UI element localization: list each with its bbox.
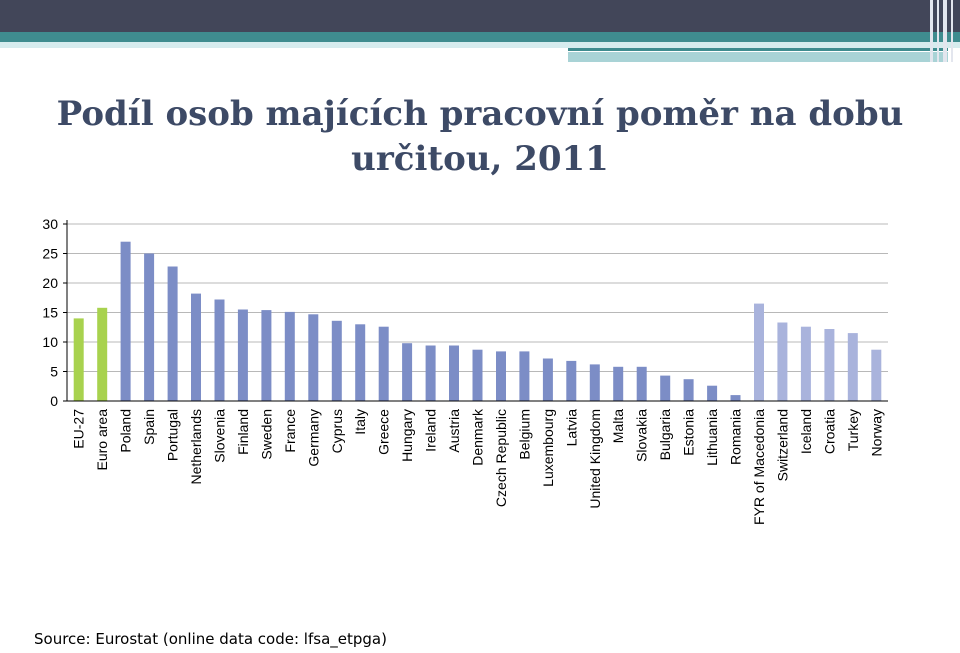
grid-lines [67,223,888,372]
bar-belgium [519,351,530,401]
x-tick-label: Switzerland [774,409,790,481]
header-accent-band [0,32,960,42]
bar-fyr-of-macedonia [754,303,764,401]
x-tick-label: Sweden [258,409,274,460]
x-tick-label: Romania [728,409,744,465]
x-tick-label: Netherlands [188,409,204,485]
bar-lithuania [707,385,718,401]
x-tick-label: Ireland [423,409,439,452]
header-underline [568,52,948,62]
bar-eu-27 [73,318,84,401]
bar-germany [308,314,319,401]
bars [73,241,882,401]
y-tick-label: 20 [42,275,58,291]
bar-croatia [824,329,835,401]
x-tick-label: Cyprus [329,409,345,453]
bar-latvia [566,360,577,401]
header-stripe [943,0,947,62]
bar-spain [144,253,155,401]
x-tick-label: Slovenia [211,409,227,463]
bar-greece [378,326,389,401]
x-axis-labels: EU-27 Euro area Poland Spain Portugal Netherl… [71,408,885,525]
header-underline-thin [568,48,948,51]
x-tick-label: Hungary [399,409,415,462]
x-tick-label: Belgium [516,409,532,460]
x-tick-label: Euro area [94,409,110,471]
y-axis-ticks: 0 5 10 15 20 25 30 [42,216,67,409]
bar-ireland [425,345,436,401]
bar-france [284,311,295,401]
y-tick-label: 30 [42,216,58,232]
header-stripe [937,0,939,62]
bar-poland [120,241,131,401]
bar-bulgaria [660,375,671,401]
bar-czech-republic [496,351,506,401]
x-tick-label: Denmark [470,408,486,466]
x-tick-label: FYR of Macedonia [751,409,767,525]
bar-romania [730,395,741,401]
slide-title-line-1: Podíl osob majících pracovní poměr na do… [56,94,904,134]
x-tick-label: Germany [305,409,321,467]
slide-title: Podíl osob majících pracovní poměr na do… [40,92,920,182]
y-tick-label: 5 [50,364,58,380]
bar-malta [613,366,624,401]
x-tick-label: Greece [376,409,392,455]
bar-switzerland [777,322,788,401]
bar-cyprus [331,320,342,401]
x-tick-label: Italy [352,409,368,435]
bar-austria [449,345,459,401]
x-tick-label: Croatia [821,409,837,454]
x-tick-label: Malta [610,409,626,443]
x-tick-label: Latvia [563,409,579,447]
bar-hungary [402,343,413,401]
y-tick-label: 0 [50,393,58,409]
x-tick-label: EU-27 [71,409,87,449]
x-tick-label: Slovakia [634,409,650,462]
bar-estonia [683,379,694,401]
bar-sweden [261,310,272,401]
bar-iceland [800,326,811,401]
header-band [0,0,960,32]
x-tick-label: Czech Republic [493,409,509,507]
x-tick-label: Poland [118,409,134,453]
header-stripe [930,0,933,62]
bar-norway [871,349,882,401]
bar-netherlands [191,293,201,401]
bar-luxembourg [542,358,553,401]
bar-denmark [472,349,483,401]
x-tick-label: Lithuania [704,409,720,466]
x-tick-label: Spain [141,409,157,445]
y-tick-label: 15 [42,305,58,321]
bar-slovakia [636,366,647,401]
x-tick-label: Norway [868,409,884,456]
bar-slovenia [214,299,225,401]
bar-turkey [847,333,858,401]
x-tick-label: Iceland [798,409,814,454]
x-tick-label: Austria [446,409,462,453]
x-tick-label: France [282,409,298,453]
bar-chart: 0 5 10 15 20 25 30 EU-27 Euro area Poland Spain Po… [42,216,888,525]
bar-italy [355,324,366,401]
source-note: Source: Eurostat (online data code: lfsa… [34,630,387,648]
x-tick-label: Bulgaria [657,409,673,461]
bar-portugal [167,266,178,401]
x-tick-label: United Kingdom [587,409,603,509]
x-tick-label: Turkey [845,409,861,451]
bar-united-kingdom [589,364,600,401]
bar-euro-area [97,307,108,401]
x-tick-label: Estonia [681,409,697,456]
header-stripe [951,0,953,62]
header-light-band [0,42,960,48]
x-tick-label: Luxembourg [540,409,556,487]
bar-finland [237,309,248,401]
y-tick-label: 10 [42,334,58,350]
slide-title-line-2: určitou, 2011 [351,139,609,179]
x-tick-label: Finland [235,409,251,455]
x-tick-label: Portugal [165,409,181,461]
y-tick-label: 25 [42,246,58,262]
